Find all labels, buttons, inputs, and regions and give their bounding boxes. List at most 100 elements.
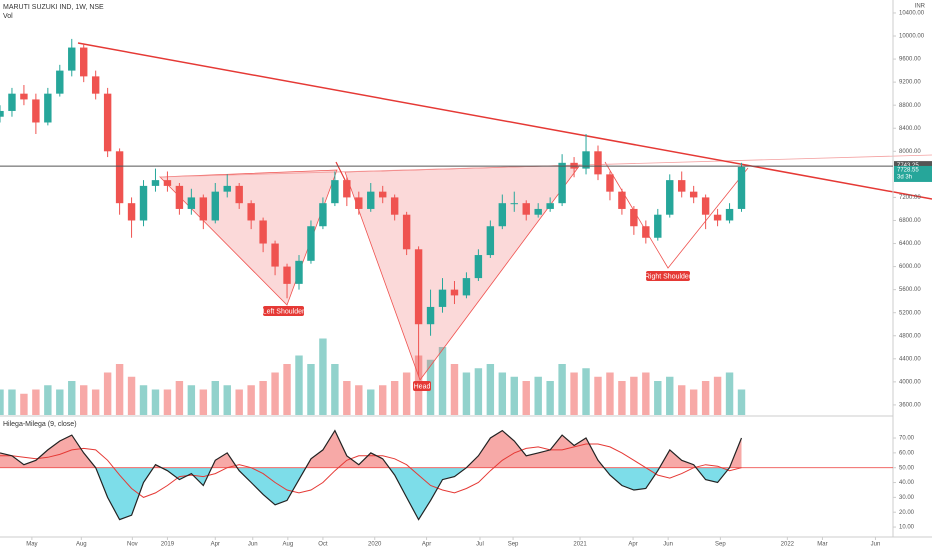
y-tick-label: 5600.00 [899, 287, 921, 293]
candle-body [534, 208, 542, 215]
candle-body [283, 266, 291, 284]
y-tick-label: 8800.00 [899, 103, 921, 109]
x-tick-label: 2021 [573, 542, 587, 548]
candle-body [594, 151, 602, 175]
volume-bar [56, 389, 64, 415]
candle-body [271, 243, 279, 267]
candle-body [426, 306, 435, 325]
x-tick-label: Sep [508, 542, 519, 548]
volume-bar [522, 381, 530, 415]
y-tick-label: 10000.00 [899, 34, 925, 40]
candle-body [235, 185, 243, 204]
candle-body [642, 226, 650, 238]
volume-bar [546, 381, 554, 415]
x-tick-label: Apr [211, 542, 220, 548]
x-tick-label: Jun [663, 542, 673, 548]
x-tick-label: Aug [282, 542, 293, 548]
candle-body [211, 191, 219, 221]
x-tick-label: 2020 [368, 542, 382, 548]
volume-bar [474, 368, 483, 415]
volume-bar [20, 393, 28, 415]
candle-body [247, 203, 255, 221]
y-tick-label: 4000.00 [899, 379, 921, 385]
volume-bar [44, 385, 52, 415]
candle-body [402, 214, 411, 250]
candle-body [115, 151, 124, 204]
right-shoulder-shape [604, 161, 749, 269]
candle-body [510, 203, 518, 205]
volume-bar [510, 376, 518, 415]
x-tick-label: 2019 [161, 542, 175, 548]
volume-bar [642, 372, 650, 415]
volume-layer [0, 338, 746, 415]
volume-bar [211, 381, 219, 415]
x-tick-label: Sep [715, 542, 726, 548]
volume-bar [127, 376, 136, 415]
trend-line [77, 42, 932, 200]
y-tick-label: 8400.00 [899, 126, 921, 132]
candle-body [486, 226, 495, 256]
volume-bar [570, 372, 578, 415]
candle-body [199, 197, 208, 221]
osc-y-tick-label: 70.00 [899, 436, 915, 442]
osc-y-tick-label: 30.00 [899, 495, 915, 501]
volume-bar [438, 347, 447, 415]
y-tick-label: 6800.00 [899, 218, 921, 224]
y-tick-label: 4800.00 [899, 333, 921, 339]
candle-body [139, 185, 148, 221]
candle-body [474, 255, 483, 279]
volume-bar [486, 364, 495, 415]
candle-body [32, 99, 40, 123]
osc-y-tick-label: 20.00 [899, 510, 915, 516]
indicator-title: Hilega-Milega (9, close) [3, 421, 77, 428]
candle-body [701, 197, 710, 215]
y-tick-label: 3600.00 [899, 402, 921, 408]
candle-body [151, 180, 160, 186]
candle-body [582, 151, 590, 169]
candle-body [666, 180, 674, 215]
volume-bar [283, 364, 291, 415]
candle-body [175, 185, 184, 209]
x-tick-label: Jul [476, 542, 484, 548]
volume-bar [737, 389, 746, 415]
candle-body [618, 191, 626, 209]
candle-body [68, 47, 76, 71]
volume-bar [91, 389, 100, 415]
osc-ma-line [0, 443, 742, 498]
candle-body [8, 93, 16, 111]
candle-body [295, 260, 303, 284]
candle-body [462, 278, 471, 296]
volume-bar [594, 376, 602, 415]
volume-bar [235, 389, 243, 415]
volume-bar [725, 372, 734, 415]
x-tick-label: Apr [422, 542, 431, 548]
volume-bar [115, 364, 124, 415]
candle-body [343, 180, 351, 198]
candle-body [20, 93, 28, 100]
osc-y-tick-label: 50.00 [899, 465, 915, 471]
x-tick-label: Apr [628, 542, 637, 548]
y-tick-label: 6400.00 [899, 241, 921, 247]
volume-bar [606, 372, 614, 415]
candle-body [678, 180, 686, 192]
volume-bar [175, 381, 184, 415]
x-tick-label: Jun [871, 542, 881, 548]
volume-bar [666, 376, 674, 415]
volume-bar [450, 364, 459, 415]
volume-bar [307, 364, 315, 415]
volume-bar [558, 364, 566, 415]
candle-body [737, 166, 746, 209]
candle-body [331, 180, 339, 204]
y-tick-label: 7200.00 [899, 195, 921, 201]
x-tick-label: May [26, 542, 37, 548]
candle-body [630, 208, 638, 227]
x-tick-label: Jun [248, 542, 258, 548]
candle-body [522, 203, 530, 215]
volume-bar [319, 338, 327, 415]
volume-bar [462, 372, 471, 415]
y-tick-label: 5200.00 [899, 310, 921, 316]
x-tick-label: Nov [127, 542, 138, 548]
candle-body [450, 289, 459, 296]
candle-body [498, 203, 507, 227]
candle-body [259, 220, 267, 244]
